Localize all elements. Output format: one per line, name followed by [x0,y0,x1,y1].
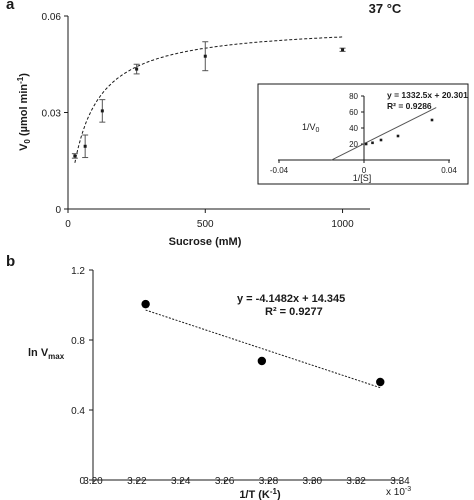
inset-y-axis-label-sub: 0 [316,127,320,134]
panel-b-y-axis-label-main: ln V [28,347,49,359]
panel-a-label: a [6,0,15,13]
panel-b-x-multiplier: x 10-3 [386,486,411,498]
panel-b-y-tick-label: 0.4 [71,406,85,417]
panel-a-y-axis-label-rest: (µmol min [18,84,30,140]
inset-x-tick-label: 0 [362,166,367,175]
inset-data-point [396,134,400,138]
inset-y-axis-label: 1/V0 [302,122,320,134]
panel-b-x-axis-label-end: ) [277,489,281,500]
panel-a-data-point [341,48,345,52]
inset-equation: y = 1332.5x + 20.301 [387,90,468,100]
panel-a-data-point [203,54,207,58]
panel-b-x-tick-label: 3.24 [171,476,191,487]
inset-data-point [379,138,383,142]
panel-a-temperature: 37 °C [369,1,402,16]
panel-b-trendline [145,309,381,389]
panel-b-data-point [141,299,150,309]
panel-a-data-point [83,144,87,148]
inset-trendline [331,107,437,161]
inset-y-tick-label: 40 [349,124,358,133]
panel-b-x-tick-label: 3.20 [83,476,103,487]
panel-b-y-tick-label: 0 [79,476,85,487]
panel-b-x-tick-label: 3.22 [127,476,147,487]
panel-a-x-tick-label: 1000 [331,219,354,230]
panel-a-data-point [100,109,104,113]
panel-b-x-tick-label: 3.32 [346,476,366,487]
panel-b-x-multiplier-main: x 10 [386,487,405,498]
inset-r-squared: R² = 0.9286 [387,101,432,111]
panel-b-y-tick-label: 0.8 [71,336,85,347]
panel-a-y-axis-label-sup: -1 [16,76,25,84]
panel-b-data-point [376,377,385,387]
inset-data-point [371,141,374,145]
panel-a-y-axis-label-end: ) [18,73,30,77]
panel-b-x-multiplier-sup: -3 [405,486,411,493]
inset-y-axis-label-main: 1/V [302,122,316,132]
panel-b-x-axis-label-sup: -1 [270,487,278,496]
panel-b-x-axis-label: 1/T (K-1) [239,487,281,500]
inset-x-axis-label: 1/[S] [353,173,372,183]
panel-a-y-axis-label-main: V [18,143,30,151]
panel-a-y-tick-label: 0.03 [42,109,62,120]
inset-data-point [364,142,368,146]
panel-a-x-tick-label: 500 [197,219,214,230]
panel-a-y-tick-label: 0.06 [42,12,62,23]
panel-b-x-tick-label: 3.28 [259,476,279,487]
panel-b-label: b [6,253,15,270]
inset-y-tick-label: 60 [349,108,358,117]
inset-y-tick-label: 20 [349,140,358,149]
inset-y-tick-label: 80 [349,92,358,101]
panel-a-x-axis-label: Sucrose (mM) [169,236,242,248]
panel-a-y-axis-label: V0 (µmol min-1) [16,73,32,151]
inset-x-tick-label: 0.04 [441,166,457,175]
panel-b-x-tick-label: 3.30 [303,476,323,487]
panel-b: b 3.20 3.22 3.24 3.26 3.28 3.30 3.32 3.34 0 0.4 0.… [6,253,411,500]
panel-a: a 37 °C 0 500 1000 0 0.03 0.06 Sucrose (mM) V… [6,0,469,248]
panel-b-y-tick-label: 1.2 [71,266,85,277]
panel-b-x-tick-label: 3.34 [390,476,410,487]
panel-a-y-axis-label-sub: 0 [23,139,32,144]
panel-b-y-axis-label-sub: max [48,352,65,361]
inset-frame [257,83,469,185]
panel-a-data-point [73,154,77,158]
panel-a-y-tick-label: 0 [55,205,61,216]
panel-b-r-squared: R² = 0.9277 [265,306,323,318]
panel-a-x-tick-label: 0 [65,219,71,230]
panel-b-x-tick-label: 3.26 [215,476,235,487]
panel-b-equation: y = -4.1482x + 14.345 [237,293,345,305]
panel-b-y-axis-label: ln Vmax [28,347,65,361]
inset-data-point [430,118,434,122]
panel-b-x-axis-label-main: 1/T (K [239,489,270,500]
panel-a-data-point [135,67,139,71]
panel-b-data-point [257,356,267,366]
inset-x-tick-label: -0.04 [270,166,289,175]
